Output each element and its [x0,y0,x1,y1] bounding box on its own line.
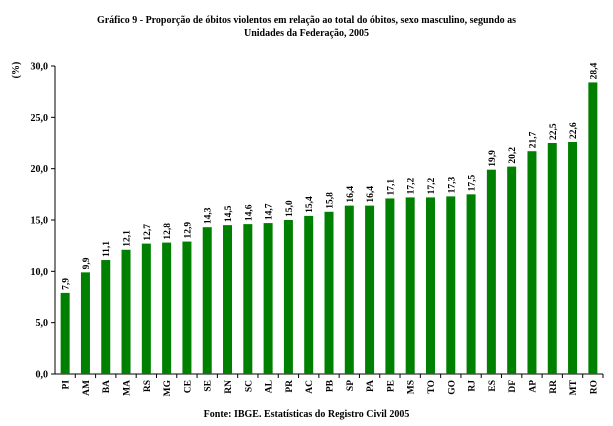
bar-am [80,272,90,374]
bar-rr [547,143,557,374]
x-axis-labels: PI AM BA MA RS MG CE SE RN SC AL PR AC PB SP PA PE MS TO GO… [62,374,604,396]
bar-pb [324,211,334,374]
x-tick-label: ES [488,380,498,392]
x-tick-label: RR [549,380,559,394]
x-tick-label: DF [508,380,518,393]
x-tick-label: AP [528,380,538,393]
value-label: 15,0 [285,200,295,217]
bar-pe [385,198,395,374]
value-label: 17,2 [407,178,417,195]
y-tick-label: 30,0 [31,62,49,73]
y-tick-label: 15,0 [31,216,49,227]
x-tick-label: MT [569,379,579,395]
x-tick-label: MS [407,380,417,394]
value-label: 22,5 [549,123,559,140]
bar-sp [344,205,354,374]
y-tick-label: 25,0 [31,113,49,124]
x-tick-label: GO [447,380,457,395]
bar-df [507,166,517,374]
x-tick-label: MA [123,380,133,396]
bar-al [263,223,273,374]
bar-ba [101,260,111,374]
value-label: 17,1 [386,179,396,196]
bar-rn [223,225,233,374]
value-label: 12,7 [143,224,153,241]
x-tick-label: MG [163,379,173,396]
bar-se [202,227,212,374]
value-label: 9,9 [82,257,92,269]
value-label: 14,7 [265,203,275,220]
value-label: 28,4 [589,63,599,80]
x-tick-label: RO [589,380,599,394]
bar-ma [121,249,131,374]
value-label: 14,3 [204,207,214,224]
value-label: 7,9 [62,278,72,290]
bar-ro [588,82,598,374]
x-tick-label: BA [102,380,112,393]
value-label: 15,4 [305,196,315,213]
bar-go [446,196,456,374]
x-tick-label: PA [366,380,376,392]
y-tick-label: 5,0 [36,318,49,329]
bar-sc [243,224,253,374]
bar-rs [141,243,151,374]
bar-to [425,197,435,374]
x-tick-label: PI [62,380,72,390]
value-label: 16,4 [366,186,376,203]
value-label: 12,1 [123,230,133,247]
bar-pa [365,205,375,374]
value-label: 17,3 [447,177,457,194]
y-tick-label: 10,0 [31,267,49,278]
y-tick-label: 0,0 [36,370,49,381]
y-axis-ticks: 0,0 5,0 10,0 15,0 20,0 25,0 30,0 [31,62,55,381]
x-tick-label: RS [143,380,153,392]
x-tick-label: AM [82,380,92,396]
x-tick-label: PE [386,380,396,392]
x-tick-label: AC [305,380,315,394]
bar-ap [527,151,537,374]
x-tick-label: PR [285,380,295,393]
value-labels: 7,9 9,9 11,1 12,1 12,7 12,8 12,9 14,3 14,5 14,6 14… [62,63,600,290]
value-label: 21,7 [528,131,538,148]
x-tick-label: TO [427,380,437,394]
chart-title-line2: Unidades da Federação, 2005 [244,28,369,39]
bar-es [486,169,496,374]
x-tick-label: PB [326,379,336,392]
value-label: 12,9 [183,222,193,239]
source-note: Fonte: IBGE. Estatísticas do Registro Ci… [203,409,410,420]
bar-ce [182,241,192,374]
chart-title: Gráfico 9 - Proporção de óbitos violento… [96,15,517,26]
bar-ac [304,215,314,374]
x-tick-label: SC [244,380,254,392]
value-label: 16,4 [346,186,356,203]
value-label: 14,5 [224,205,234,222]
value-label: 22,6 [569,122,579,139]
x-tick-label: RJ [468,380,478,392]
y-axis-label: (%) [11,62,22,79]
bar-mg [162,242,172,374]
x-tick-label: AL [265,380,275,393]
x-tick-label: SP [346,380,356,391]
bar-pi [60,292,70,374]
value-label: 11,1 [102,241,112,257]
value-label: 17,2 [427,178,437,195]
value-label: 19,9 [488,150,498,167]
chart-bars [60,82,598,374]
value-label: 12,8 [163,223,173,240]
x-tick-label: CE [183,380,193,393]
value-label: 15,8 [326,192,336,209]
value-label: 20,2 [508,147,518,164]
value-label: 14,6 [244,204,254,221]
x-tick-label: SE [204,380,214,392]
x-tick-label: RN [224,380,234,394]
y-tick-label: 20,0 [31,164,49,175]
bar-ms [405,197,415,374]
bar-rj [466,194,476,374]
bar-mt [568,141,578,374]
value-label: 17,5 [468,174,478,191]
bar-pr [283,220,293,374]
